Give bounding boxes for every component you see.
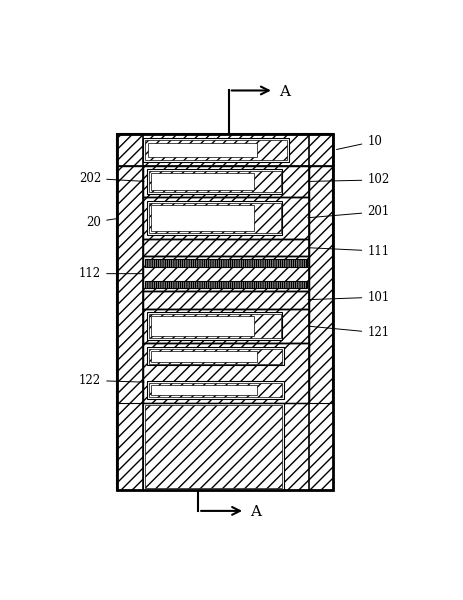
Bar [143,166,308,197]
Bar [146,312,282,340]
Bar [148,171,280,192]
Text: 111: 111 [307,245,388,257]
Bar [148,349,282,364]
Text: A: A [250,505,261,519]
Text: 102: 102 [307,173,388,187]
Bar [145,281,306,288]
Bar [143,197,308,239]
Bar [146,381,283,399]
Bar [148,314,280,338]
Bar [145,140,287,160]
Bar [148,203,280,233]
Bar [143,343,308,403]
Bar [117,134,332,166]
Bar [143,291,308,308]
Bar [143,239,308,256]
Text: 201: 201 [307,205,388,218]
Bar [143,166,308,197]
Text: 112: 112 [79,267,142,280]
Bar [146,347,283,365]
Bar [151,316,254,336]
Bar [143,197,308,239]
Bar [147,143,256,157]
Bar [145,405,282,488]
Bar [143,239,308,256]
Bar [145,259,306,267]
Bar [146,202,282,235]
Bar [143,308,308,343]
Bar [117,134,332,490]
Bar [143,308,308,343]
Text: 101: 101 [307,290,388,304]
Bar [151,173,254,190]
Bar [117,134,332,166]
Bar [143,343,308,403]
Text: 202: 202 [79,172,144,185]
Text: 121: 121 [307,326,388,339]
Bar [151,205,254,231]
Bar [143,403,283,490]
Text: 10: 10 [336,135,382,149]
Bar [143,256,308,291]
Bar [151,385,257,395]
Text: 122: 122 [79,374,144,387]
Bar [117,403,332,490]
Bar [148,383,282,397]
Bar [117,134,332,490]
Bar [143,256,308,291]
Text: A: A [279,85,289,99]
Bar [146,169,282,194]
Text: 20: 20 [86,215,118,229]
Bar [151,351,257,362]
Bar [143,138,288,162]
Bar [143,291,308,308]
